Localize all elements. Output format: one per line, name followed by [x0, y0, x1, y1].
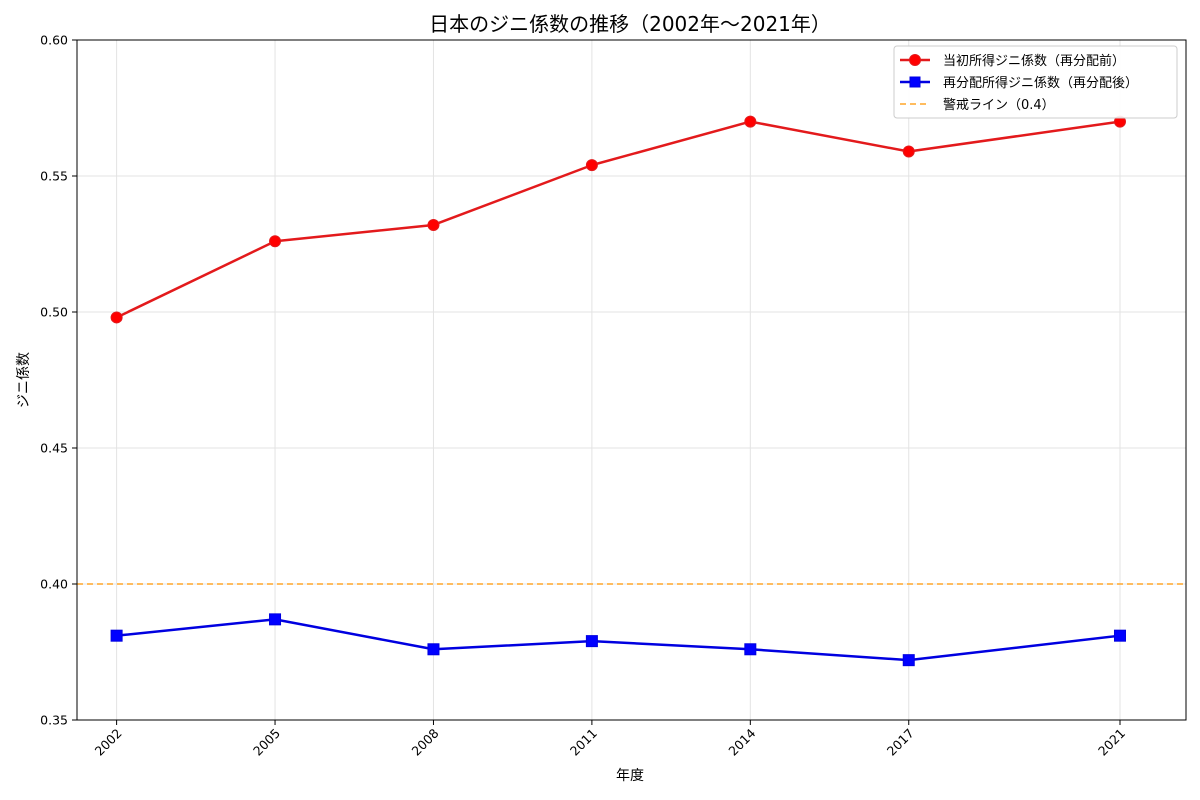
data-point-redistributed-income	[1113, 629, 1126, 642]
data-point-redistributed-income	[427, 643, 440, 656]
x-axis-ticks: 2002 2005 2008 2011 2014 2017 2021	[92, 720, 1128, 759]
series-layer	[110, 115, 1126, 667]
legend: 当初所得ジニ係数（再分配前） 再分配所得ジニ係数（再分配後） 警戒ライン（0.4…	[893, 45, 1178, 119]
legend-marker-redistributed	[909, 76, 921, 88]
y-tick-label: 0.55	[40, 169, 68, 184]
data-point-original-income	[427, 218, 440, 231]
data-point-original-income	[902, 145, 915, 158]
x-tick-label: 2014	[725, 725, 758, 758]
series-line-redistributed-income	[116, 618, 1121, 662]
data-point-redistributed-income	[744, 643, 757, 656]
series-line-original-income	[116, 120, 1121, 319]
y-tick-label: 0.40	[40, 577, 68, 592]
plot-area-frame	[76, 39, 1187, 721]
x-axis-label: 年度	[616, 768, 644, 784]
x-tick-label: 2021	[1095, 726, 1128, 759]
data-point-original-income	[269, 235, 282, 248]
y-tick-label: 0.60	[40, 33, 68, 48]
x-tick-label: 2011	[567, 726, 600, 759]
y-axis-ticks: 0.35 0.40 0.45 0.50 0.55 0.60	[40, 33, 77, 728]
data-point-original-income	[585, 159, 598, 172]
legend-marker-original	[909, 54, 921, 66]
y-tick-label: 0.50	[40, 305, 68, 320]
data-point-original-income	[110, 311, 123, 324]
x-tick-label: 2017	[884, 726, 917, 759]
x-tick-label: 2005	[250, 726, 283, 759]
legend-box	[893, 45, 1178, 119]
y-tick-label: 0.45	[40, 441, 68, 456]
data-point-redistributed-income	[585, 635, 598, 648]
x-tick-label: 2002	[92, 726, 125, 759]
data-point-redistributed-income	[110, 629, 123, 642]
legend-label-original: 当初所得ジニ係数（再分配前）	[943, 53, 1125, 69]
grid-lines	[77, 39, 1186, 721]
x-tick-label: 2008	[408, 725, 441, 758]
y-tick-label: 0.35	[40, 713, 68, 728]
data-point-original-income	[744, 115, 757, 128]
y-axis-label: ジニ係数	[16, 352, 32, 408]
legend-label-redistributed: 再分配所得ジニ係数（再分配後）	[943, 75, 1138, 91]
data-point-redistributed-income	[902, 654, 915, 667]
legend-label-warning: 警戒ライン（0.4）	[943, 97, 1055, 113]
chart-title: 日本のジニ係数の推移（2002年〜2021年）	[429, 12, 831, 36]
data-point-redistributed-income	[269, 613, 282, 626]
